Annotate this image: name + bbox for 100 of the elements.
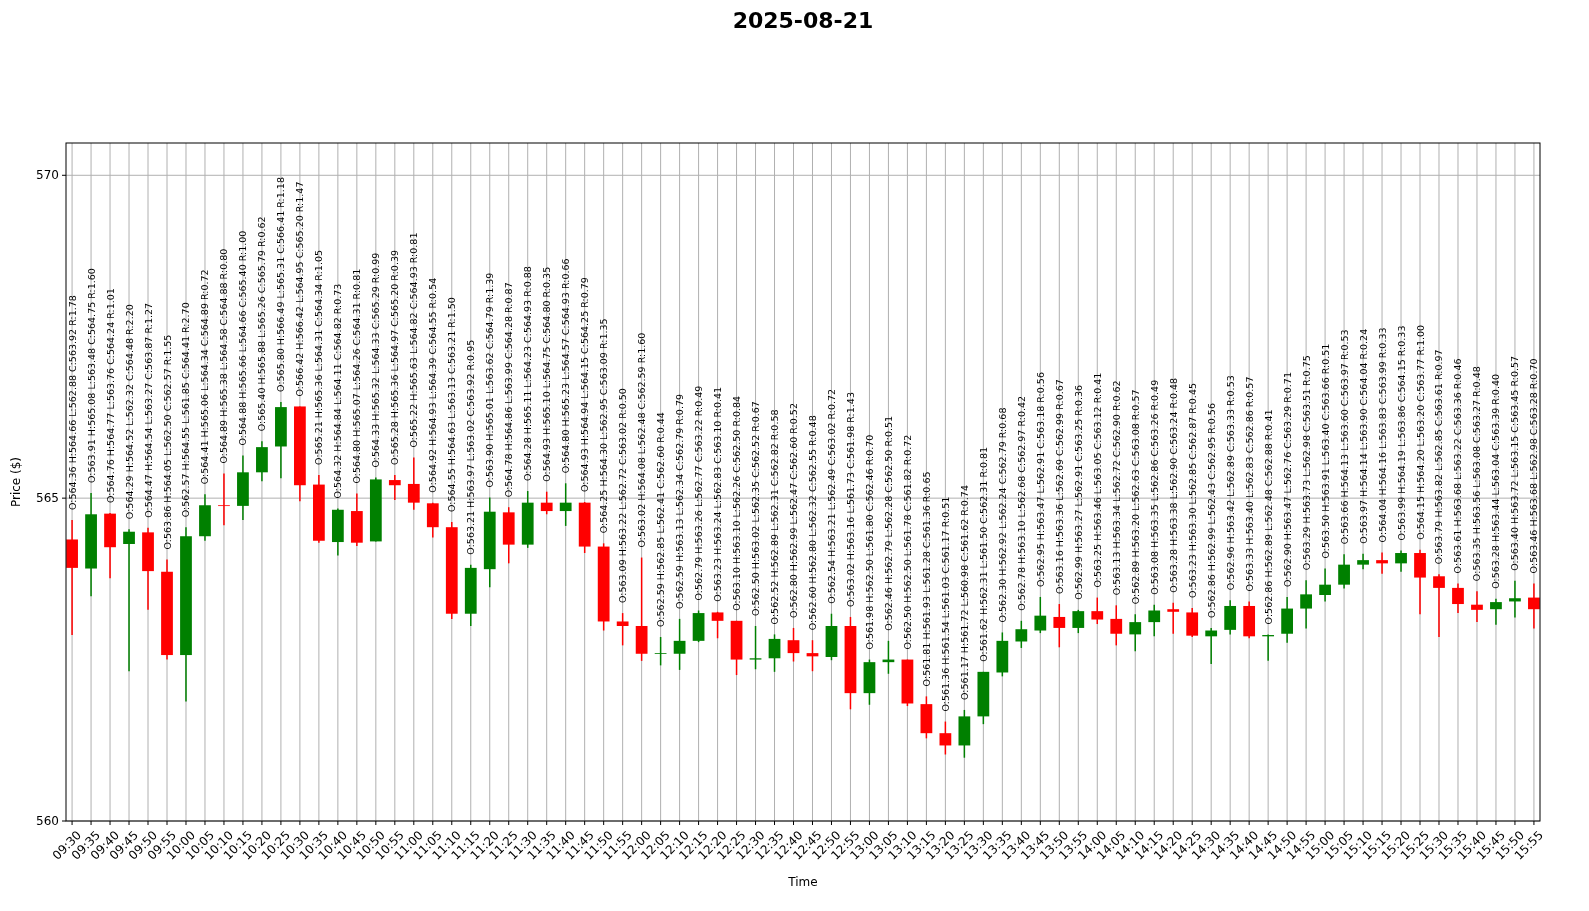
candlestick bbox=[1490, 598, 1502, 626]
text: O:563.13 H:563.34 L:562.72 C:562.90 R:0.62 bbox=[1110, 380, 1122, 596]
candlestick bbox=[1300, 579, 1312, 630]
text: O:562.89 H:563.20 L:562.63 C:563.08 R:0.57 bbox=[1129, 389, 1141, 605]
text: O:563.28 H:563.44 L:563.04 C:563.39 R:0.40 bbox=[1490, 373, 1502, 589]
text: O:563.50 H:563.91 L:563.40 C:563.66 R:0.51 bbox=[1319, 343, 1331, 559]
text: O:564.36 H:564.66 L:562.88 C:563.92 R:1.78 bbox=[66, 295, 78, 511]
candlestick bbox=[673, 618, 686, 671]
text: O:564.33 H:565.32 L:564.33 C:565.29 R:0.99 bbox=[370, 252, 382, 468]
text: O:563.02 H:563.16 L:561.73 C:561.98 R:1.43 bbox=[844, 392, 856, 607]
candlestick bbox=[1034, 596, 1047, 634]
y-tick-label: 560 bbox=[36, 814, 59, 829]
text: O:563.90 H:565.01 L:563.62 C:564.79 R:1.39 bbox=[484, 272, 496, 488]
text: O:563.91 H:565.08 L:563.48 C:564.75 R:1.60 bbox=[85, 268, 97, 483]
candlestick bbox=[1509, 580, 1521, 619]
text: O:563.66 H:564.13 L:563.60 C:563.97 R:0.53 bbox=[1338, 329, 1350, 545]
candlestick bbox=[1110, 604, 1123, 647]
text: O:562.86 H:562.89 L:562.48 C:562.88 R:0.41 bbox=[1262, 409, 1274, 625]
text: O:563.08 H:563.35 L:562.86 C:563.26 R:0.49 bbox=[1148, 379, 1160, 595]
candlestick bbox=[1053, 603, 1066, 649]
text: O:562.59 H:562.85 L:562.41 C:562.60 R:0.44 bbox=[655, 412, 667, 627]
text: O:563.16 H:563.36 L:562.69 C:562.99 R:0.67 bbox=[1053, 379, 1065, 595]
text: O:563.25 H:563.46 L:563.05 C:563.12 R:0.41 bbox=[1091, 372, 1103, 588]
text: O:564.92 H:564.93 L:564.39 C:564.55 R:0.54 bbox=[427, 277, 439, 493]
text: O:562.54 H:563.21 L:562.49 C:563.02 R:0.72 bbox=[825, 388, 837, 604]
text: O:562.59 H:563.13 L:562.34 C:562.79 R:0.79 bbox=[674, 394, 686, 609]
text: O:564.76 H:564.77 L:563.76 C:564.24 R:1.01 bbox=[104, 288, 116, 503]
text: O:563.97 H:564.14 L:563.90 C:564.04 R:0.24 bbox=[1357, 328, 1369, 544]
text: O:562.46 H:562.79 L:562.28 C:562.50 R:0.51 bbox=[882, 415, 894, 631]
text: O:564.29 H:564.52 L:562.32 C:564.48 R:2.20 bbox=[123, 304, 135, 520]
text: O:563.33 H:563.40 L:562.83 C:562.86 R:0.57 bbox=[1243, 376, 1255, 592]
text: O:562.50 H:563.02 L:562.35 C:562.52 R:0.67 bbox=[750, 401, 762, 616]
text: O:562.50 H:562.50 L:561.78 C:561.82 R:0.72 bbox=[901, 434, 913, 650]
text: O:564.32 H:564.84 L:564.11 C:564.82 R:0.73 bbox=[332, 283, 344, 499]
candlestick bbox=[1148, 603, 1161, 638]
text: O:565.22 H:565.63 L:564.82 C:564.93 R:0.81 bbox=[408, 232, 420, 448]
text: O:565.21 H:565.36 L:564.31 C:564.34 R:1.05 bbox=[313, 250, 325, 465]
candlestick bbox=[711, 611, 724, 640]
text: O:561.98 H:562.50 L:561.80 C:562.46 R:0.70 bbox=[863, 434, 875, 650]
text: O:562.95 H:563.47 L:562.91 C:563.18 R:0.56 bbox=[1034, 372, 1046, 587]
candlestick bbox=[1338, 553, 1350, 590]
candlestick bbox=[787, 627, 800, 663]
text: O:562.90 H:563.47 L:562.76 C:563.29 R:0.71 bbox=[1281, 372, 1293, 587]
text: O:563.10 H:563.10 L:562.26 C:562.50 R:0.84 bbox=[731, 395, 743, 611]
text: O:562.96 H:563.42 L:562.89 C:563.33 R:0.53 bbox=[1224, 375, 1236, 591]
candlestick bbox=[123, 528, 135, 672]
candlestick bbox=[768, 633, 781, 673]
text: O:563.99 H:564.19 L:563.86 C:564.15 R:0.33 bbox=[1395, 325, 1407, 541]
text: O:564.15 H:564.20 L:563.20 C:563.77 R:1.00 bbox=[1414, 324, 1426, 540]
text: O:563.79 H:563.82 L:562.85 C:563.61 R:0.97 bbox=[1433, 349, 1445, 565]
candlestick bbox=[1395, 549, 1407, 573]
text: O:563.61 H:563.68 L:563.22 C:563.36 R:0.46 bbox=[1452, 358, 1464, 574]
text: O:563.28 H:563.38 L:562.90 C:563.24 R:0.48 bbox=[1167, 377, 1179, 593]
text: O:564.78 H:564.86 L:563.99 C:564.28 R:0.87 bbox=[503, 282, 515, 498]
y-tick-label: 565 bbox=[36, 491, 59, 506]
candlestick bbox=[1129, 613, 1142, 652]
text: O:564.04 H:564.16 L:563.83 C:563.99 R:0.33 bbox=[1376, 327, 1388, 543]
text: O:564.80 H:565.07 L:564.26 C:564.31 R:0.81 bbox=[351, 268, 363, 484]
text: O:564.89 H:565.38 L:564.58 C:564.88 R:0.80 bbox=[218, 248, 230, 464]
text: O:563.40 H:563.72 L:563.15 C:563.45 R:0.57 bbox=[1509, 355, 1521, 571]
candlestick bbox=[939, 720, 952, 756]
text: O:562.80 H:562.99 L:562.47 C:562.60 R:0.52 bbox=[788, 403, 800, 618]
text: O:564.55 H:564.63 L:563.13 C:563.21 R:1.50 bbox=[446, 297, 458, 513]
text: O:562.57 H:564.55 L:561.85 C:564.41 R:2.70 bbox=[180, 302, 192, 518]
candlestick bbox=[1376, 551, 1388, 575]
text: O:562.86 H:562.99 L:562.43 C:562.95 R:0.56 bbox=[1205, 403, 1217, 618]
text: O:563.86 H:564.05 L:562.50 C:562.57 R:1.55 bbox=[161, 334, 173, 550]
text: O:562.78 H:563.10 L:562.68 C:562.97 R:0.42 bbox=[1015, 395, 1027, 611]
candlestick bbox=[426, 501, 439, 539]
candlestick bbox=[1319, 567, 1331, 603]
text: O:563.23 H:563.30 L:562.85 C:562.87 R:0.45 bbox=[1186, 383, 1198, 598]
candlestick bbox=[749, 625, 762, 671]
text: O:564.41 H:565.06 L:564.34 C:564.89 R:0.72 bbox=[199, 269, 211, 485]
text: O:564.25 H:564.30 L:562.95 C:563.09 R:1.35 bbox=[598, 318, 610, 534]
text: O:563.35 H:563.56 L:563.08 C:563.27 R:0.48 bbox=[1471, 366, 1483, 582]
text: O:564.80 H:565.23 L:564.57 C:564.93 R:0.66 bbox=[560, 258, 572, 474]
candlestick bbox=[407, 456, 420, 511]
text: O:561.36 H:561.54 L:561.03 C:561.17 R:0.51 bbox=[939, 496, 951, 712]
text: O:562.60 H:562.80 L:562.32 C:562.55 R:0.48 bbox=[806, 415, 818, 631]
candlestick bbox=[1471, 590, 1483, 623]
text: O:565.80 H:566.49 L:565.31 C:566.41 R:1.18 bbox=[275, 177, 287, 392]
candlestick bbox=[540, 490, 553, 516]
text: O:562.99 H:563.27 L:562.91 C:563.25 R:0.36 bbox=[1072, 384, 1084, 600]
text: O:562.30 H:562.92 L:562.24 C:562.79 R:0.68 bbox=[996, 407, 1008, 623]
text: O:561.17 H:561.72 L:560.98 C:561.62 R:0.74 bbox=[958, 485, 970, 700]
text: O:561.62 H:562.31 L:561.50 C:562.31 R:0.81 bbox=[977, 446, 989, 662]
text: O:565.28 H:565.36 L:564.97 C:565.20 R:0.39 bbox=[389, 250, 401, 465]
chart-title: 2025-08-21 bbox=[732, 8, 874, 33]
text: O:563.29 H:563.73 L:562.98 C:563.51 R:0.75 bbox=[1300, 355, 1312, 571]
text: O:563.09 H:563.22 L:562.72 C:563.02 R:0.50 bbox=[617, 388, 629, 604]
text: O:564.47 H:564.54 L:563.27 C:563.87 R:1.27 bbox=[142, 302, 154, 518]
candlestick bbox=[1433, 573, 1445, 638]
candlestick bbox=[654, 636, 667, 667]
text: O:563.02 H:564.08 L:562.48 C:562.59 R:1.60 bbox=[636, 332, 648, 548]
candlestick bbox=[1072, 609, 1085, 634]
text: O:564.88 H:565.66 L:564.66 C:565.40 R:1.00 bbox=[237, 230, 249, 446]
text: O:564.93 H:565.10 L:564.75 C:564.80 R:0.35 bbox=[541, 266, 553, 482]
candlestick bbox=[1091, 596, 1104, 625]
candlestick bbox=[1167, 602, 1180, 635]
text: O:565.40 H:565.88 L:565.26 C:565.79 R:0.62 bbox=[256, 216, 268, 432]
